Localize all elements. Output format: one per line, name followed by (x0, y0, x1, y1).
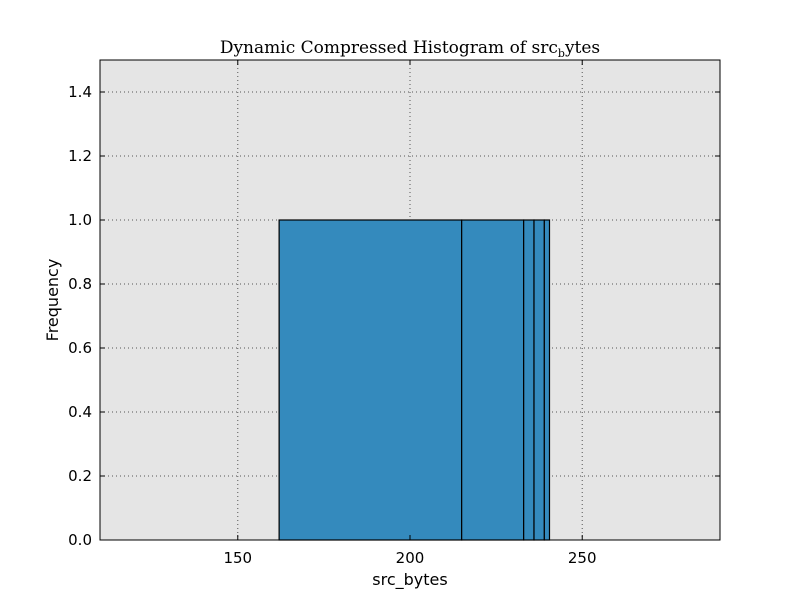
chart-title: Dynamic Compressed Histogram of srcbytes (220, 38, 600, 60)
histogram-bar (523, 219, 535, 541)
y-tick-label: 0.6 (68, 339, 92, 357)
chart-title-subscript: b (558, 47, 565, 60)
x-tick-label: 150 (223, 549, 252, 567)
histogram-bar (543, 219, 551, 541)
y-tick-label: 0.8 (68, 275, 92, 293)
histogram-bar (278, 219, 463, 541)
y-tick-label: 1.4 (68, 83, 92, 101)
axis-ticks: 150 200 250 0.0 0.2 0.4 0.6 0.8 1.0 1.2 1.4 (68, 60, 720, 567)
histogram-bars (278, 219, 551, 541)
y-tick-label: 1.2 (68, 147, 92, 165)
y-tick-label: 0.0 (68, 531, 92, 549)
x-axis-label: src_bytes (372, 570, 447, 590)
y-tick-label: 0.2 (68, 467, 92, 485)
x-tick-label: 200 (396, 549, 425, 567)
chart-title-suffix: ytes (564, 38, 600, 58)
x-tick-label: 250 (568, 549, 597, 567)
y-tick-label: 0.4 (68, 403, 92, 421)
histogram-bar (533, 219, 545, 541)
y-tick-label: 1.0 (68, 211, 92, 229)
histogram-bar (461, 219, 525, 541)
y-axis-label: Frequency (43, 259, 62, 342)
